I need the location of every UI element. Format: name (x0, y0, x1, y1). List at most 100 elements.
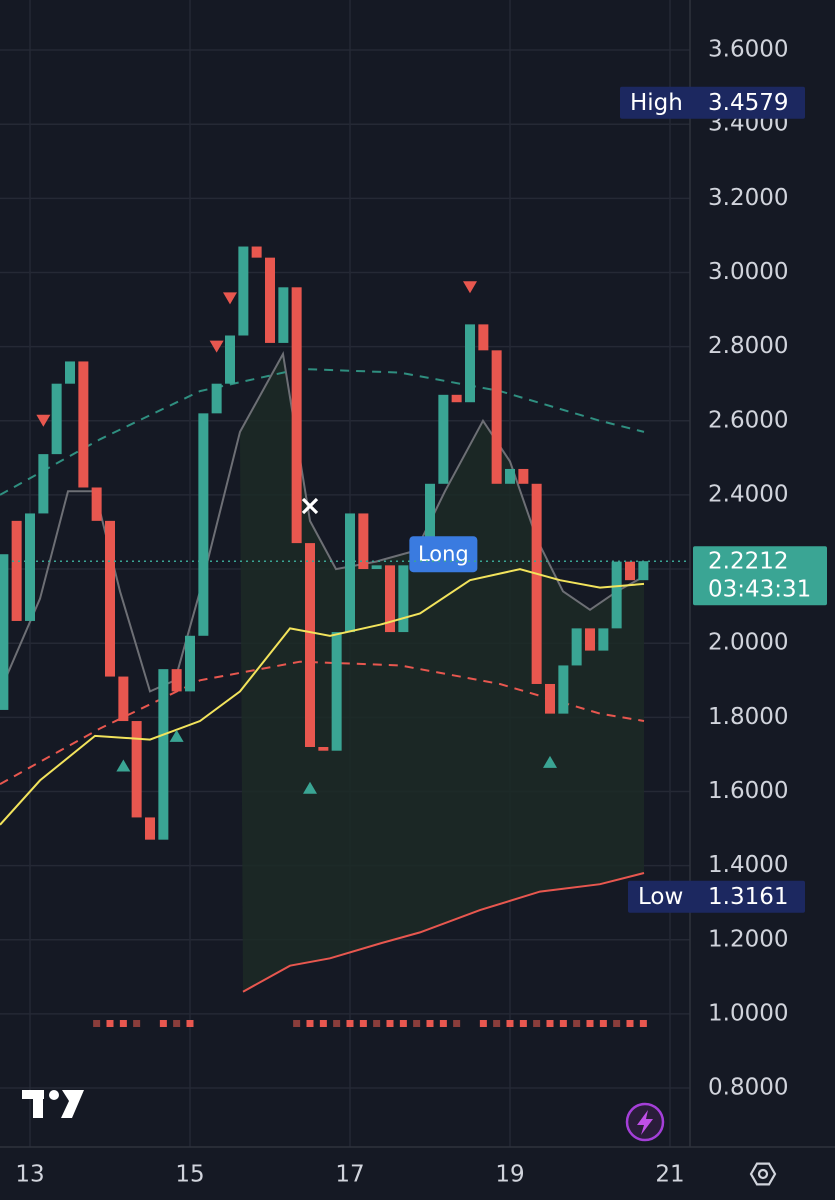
candle-body (465, 324, 475, 403)
candle-body (571, 628, 582, 666)
candle-body (345, 513, 355, 633)
tradingview-logo[interactable] (22, 1090, 84, 1118)
plot: Long (0, 246, 690, 1027)
candle-body (531, 483, 542, 684)
logo-part (33, 1090, 43, 1118)
candle-body (451, 394, 462, 403)
candle-body (0, 554, 9, 710)
sell-signal (463, 281, 477, 294)
candle-body (238, 246, 249, 336)
candle-body (158, 669, 169, 840)
candle-body (638, 561, 649, 581)
signal-square (479, 1020, 487, 1027)
signal-square (173, 1020, 181, 1027)
sell-signal (36, 414, 51, 427)
buy-signal (303, 781, 317, 794)
candle-body (225, 335, 235, 384)
signal-square (533, 1020, 541, 1027)
overlay-line (0, 367, 645, 496)
candle-body (545, 683, 555, 714)
candle-body (185, 635, 195, 692)
candle-body (11, 520, 22, 621)
signal-square (346, 1020, 354, 1027)
overlay-line (242, 872, 645, 993)
signal-square (159, 1020, 167, 1027)
settings-hexagon (749, 1162, 777, 1186)
x-tick-label: 13 (15, 1162, 44, 1188)
candle-body (171, 669, 182, 692)
sell-signal (209, 340, 224, 353)
candle-body (478, 324, 489, 351)
x-tick-label: 17 (335, 1162, 364, 1188)
candle-body (598, 628, 609, 651)
signal-square (319, 1020, 327, 1027)
candle-body (305, 543, 315, 747)
tag-label: Long (418, 542, 469, 566)
y-tick-label: 1.2000 (708, 926, 788, 952)
signal-square (106, 1020, 114, 1027)
low-label: Low (638, 884, 683, 910)
exit-signal (301, 497, 319, 515)
signal-square (599, 1020, 607, 1027)
signal-square (373, 1020, 381, 1027)
settings-button[interactable] (749, 1162, 777, 1186)
y-tick-label: 0.8000 (708, 1075, 788, 1101)
signal-square (573, 1020, 581, 1027)
candle-body (585, 628, 595, 651)
signal-square (506, 1020, 514, 1027)
candle-body (358, 513, 369, 570)
signal-square (493, 1020, 501, 1027)
y-tick-label: 3.2000 (708, 185, 788, 211)
signal-square (333, 1020, 341, 1027)
signal-square (306, 1020, 314, 1027)
alert-button[interactable] (625, 1102, 665, 1142)
y-tick-label: 1.4000 (708, 852, 788, 878)
signal-square (293, 1020, 301, 1027)
candle-body (611, 561, 622, 629)
candle-body (291, 287, 302, 544)
candle-body (78, 361, 89, 488)
candle-body (131, 721, 142, 818)
tag-box (409, 536, 478, 573)
signal-square (559, 1020, 567, 1027)
signal-square (626, 1020, 634, 1027)
candle-body (91, 487, 102, 521)
signal-square (439, 1020, 447, 1027)
candle-body (518, 468, 529, 484)
overlay-line (0, 660, 645, 785)
logo-part (49, 1090, 59, 1100)
alert-bolt (637, 1110, 653, 1135)
candle-body (38, 454, 49, 514)
signal-square (119, 1020, 127, 1027)
signal-square (133, 1020, 141, 1027)
signal-square (399, 1020, 407, 1027)
candle-body (558, 665, 569, 714)
signal-square (639, 1020, 647, 1027)
high-value: 3.4579 (708, 90, 788, 116)
signal-square (546, 1020, 554, 1027)
signal-square (453, 1020, 461, 1027)
last-price-box (693, 546, 827, 606)
y-tick-label: 1.0000 (708, 1000, 788, 1026)
candle-body (385, 565, 395, 633)
candle-body (118, 676, 129, 722)
candle-body (425, 483, 435, 555)
x-tick-label: 21 (655, 1162, 684, 1188)
signal-square (386, 1020, 394, 1027)
y-tick-label: 3.6000 (708, 37, 788, 63)
low-box (628, 880, 805, 913)
x-tick-label: 19 (495, 1162, 524, 1188)
y-tick-label: 1.8000 (708, 704, 788, 730)
buy-signal (116, 759, 131, 772)
candle-body (198, 413, 209, 636)
x-tick-label: 15 (175, 1162, 204, 1188)
candle-body (65, 361, 75, 384)
overlay-line (0, 568, 645, 826)
candle-body (491, 350, 502, 484)
signal-square (586, 1020, 594, 1027)
countdown: 03:43:31 (708, 577, 811, 603)
last-price: 2.2212 (708, 549, 788, 575)
logo-part (61, 1090, 84, 1118)
candle-body (331, 632, 342, 751)
